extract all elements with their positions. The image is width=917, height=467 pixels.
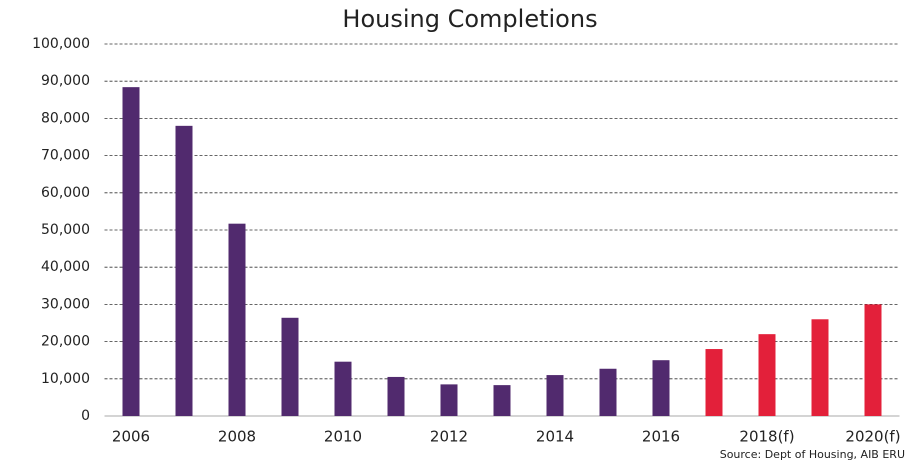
bar: [758, 334, 776, 416]
x-tick-label: 2016: [642, 428, 680, 446]
y-tick-label: 90,000: [41, 73, 90, 89]
bar: [493, 385, 511, 416]
y-tick-label: 60,000: [41, 185, 90, 201]
bar: [228, 223, 246, 416]
y-tick-label: 50,000: [41, 222, 90, 238]
bar: [864, 304, 882, 416]
bar: [281, 317, 299, 416]
y-tick-label: 80,000: [41, 110, 90, 126]
chart-title: Housing Completions: [342, 5, 597, 33]
bar: [705, 349, 723, 416]
y-tick-label: 70,000: [41, 148, 90, 164]
bar: [546, 375, 564, 416]
bar: [652, 360, 670, 416]
x-tick-label: 2014: [536, 428, 574, 446]
x-tick-label: 2008: [218, 428, 256, 446]
x-tick-label: 2018(f): [739, 428, 794, 446]
y-tick-label: 100,000: [32, 36, 90, 52]
bar: [440, 384, 458, 416]
x-tick-label: 2006: [112, 428, 150, 446]
bar: [811, 319, 829, 416]
x-tick-label: 2020(f): [845, 428, 900, 446]
x-tick-label: 2012: [430, 428, 468, 446]
y-tick-label: 10,000: [41, 371, 90, 387]
bar: [122, 87, 140, 416]
bar: [334, 361, 352, 416]
bar: [175, 125, 193, 416]
y-tick-label: 0: [81, 408, 90, 424]
y-tick-label: 20,000: [41, 334, 90, 350]
bar: [387, 376, 405, 416]
x-tick-label: 2010: [324, 428, 362, 446]
y-tick-label: 30,000: [41, 296, 90, 312]
bar: [599, 368, 617, 416]
y-tick-label: 40,000: [41, 259, 90, 275]
source-note: Source: Dept of Housing, AIB ERU: [720, 448, 905, 461]
